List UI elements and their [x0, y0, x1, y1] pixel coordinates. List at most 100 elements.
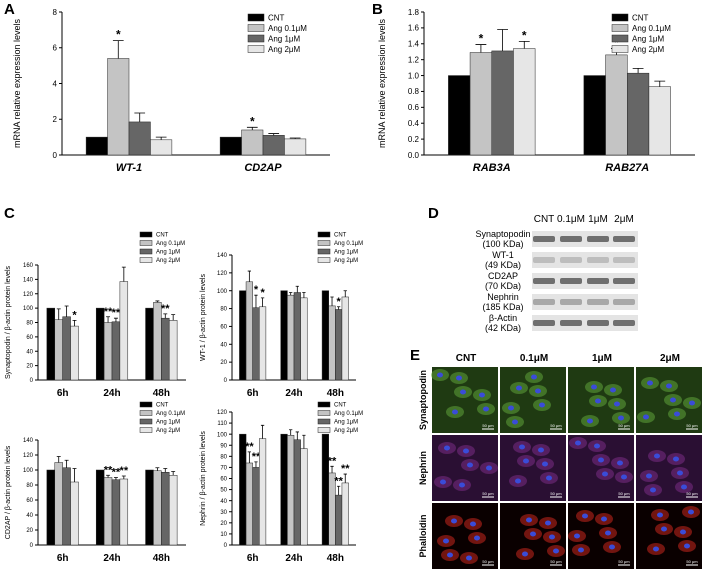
bar: [262, 135, 285, 156]
nucleus: [508, 405, 514, 411]
x-tick-label: 48h: [153, 553, 170, 564]
bar: [168, 475, 178, 546]
legend-label: Ang 2μM: [632, 45, 665, 54]
error-bar: [134, 112, 146, 122]
nucleus: [516, 385, 522, 391]
blot-strip: [532, 315, 638, 331]
y-axis-label: WT-1 / β-actin protein levels: [200, 274, 207, 361]
y-tick-label: 70: [220, 466, 227, 472]
error-bar: [475, 44, 487, 53]
error-bar: [295, 285, 299, 293]
nucleus: [452, 409, 458, 415]
error-bar: [254, 461, 258, 468]
legend-swatch: [139, 401, 153, 408]
blot-row-name: WT-1: [492, 250, 514, 260]
error-bar: [64, 459, 69, 468]
nucleus: [483, 406, 489, 412]
blot-band: [533, 236, 555, 242]
error-bar: [254, 294, 258, 308]
y-tick-label: 100: [23, 468, 34, 474]
nucleus: [542, 461, 548, 467]
nucleus: [437, 372, 443, 378]
bar: [128, 121, 151, 156]
legend-swatch: [317, 240, 331, 246]
bar: [335, 309, 343, 381]
nucleus: [545, 520, 551, 526]
scale-label: 50 μm: [686, 423, 698, 428]
error-bar: [654, 80, 666, 87]
legend-swatch: [611, 34, 629, 43]
y-tick-label: 20: [26, 528, 33, 534]
y-tick-label: 100: [217, 289, 228, 295]
blot-band: [613, 257, 635, 263]
bar: [300, 448, 308, 546]
error-bar: [64, 305, 69, 317]
y-axis-label: mRNA relative expression levels: [12, 18, 22, 148]
bar: [54, 319, 63, 381]
blot-band: [533, 299, 555, 305]
error-bar: [155, 136, 167, 140]
error-bar: [330, 296, 334, 306]
bar: [46, 307, 56, 381]
error-bar: [106, 316, 111, 323]
y-tick-label: 0.2: [408, 135, 420, 144]
blot-row-name: Nephrin: [487, 292, 519, 302]
nucleus: [522, 551, 528, 557]
legend-label: Ang 1μM: [334, 420, 358, 426]
y-tick-label: 8: [53, 8, 58, 17]
x-tick-label: WT-1: [116, 162, 142, 174]
y-tick-label: 0.0: [408, 151, 420, 160]
significance-mark: *: [254, 284, 259, 296]
bar: [95, 469, 105, 546]
bar: [245, 281, 253, 381]
y-tick-label: 60: [26, 498, 33, 504]
legend-label: Ang 1μM: [268, 35, 301, 44]
y-axis-label: Nephrin / β-actin protein levels: [200, 431, 207, 526]
blot-band: [533, 278, 555, 284]
scale-label: 50 μm: [482, 423, 494, 428]
significance-mark: **: [120, 465, 129, 477]
nucleus: [654, 453, 660, 459]
nucleus: [456, 375, 462, 381]
error-bar: [113, 477, 118, 480]
x-tick-label: CD2AP: [244, 162, 282, 174]
error-bar: [121, 475, 126, 479]
x-tick-label: 6h: [57, 553, 69, 564]
legend-label: Ang 0.1μM: [268, 24, 307, 33]
error-bar: [336, 485, 341, 496]
x-tick-label: 6h: [57, 388, 69, 399]
legend-label: CNT: [156, 403, 169, 409]
blot-band: [533, 257, 555, 263]
y-tick-label: 80: [220, 454, 227, 460]
image-row: Synaptopodin: [418, 370, 428, 430]
nucleus: [574, 533, 580, 539]
bar: [62, 316, 71, 381]
error-bar: [289, 292, 293, 296]
nucleus: [549, 534, 555, 540]
blot-strip: [532, 294, 638, 310]
bar: [341, 482, 349, 546]
legend-label: Ang 0.1μM: [632, 24, 671, 33]
blot-band: [533, 320, 555, 326]
legend-swatch: [317, 427, 331, 433]
blot-strip: [532, 273, 638, 289]
bar: [469, 52, 493, 156]
x-tick-label: 6h: [247, 388, 259, 399]
bar: [103, 322, 113, 381]
y-tick-label: 20: [26, 364, 33, 370]
blot-row-size: (49 KDa): [485, 260, 521, 270]
scale-label: 50 μm: [686, 491, 698, 496]
error-bar: [113, 317, 118, 322]
significance-mark: *: [336, 296, 341, 308]
significance-mark: **: [328, 455, 337, 467]
bar: [153, 470, 162, 546]
x-tick-label: 24h: [285, 388, 302, 399]
scale-label: 50 μm: [550, 491, 562, 496]
error-bar: [289, 429, 293, 436]
nucleus: [617, 460, 623, 466]
y-tick-label: 10: [220, 532, 227, 538]
bar: [150, 139, 173, 156]
blot-band: [587, 278, 609, 284]
bar: [145, 307, 154, 381]
